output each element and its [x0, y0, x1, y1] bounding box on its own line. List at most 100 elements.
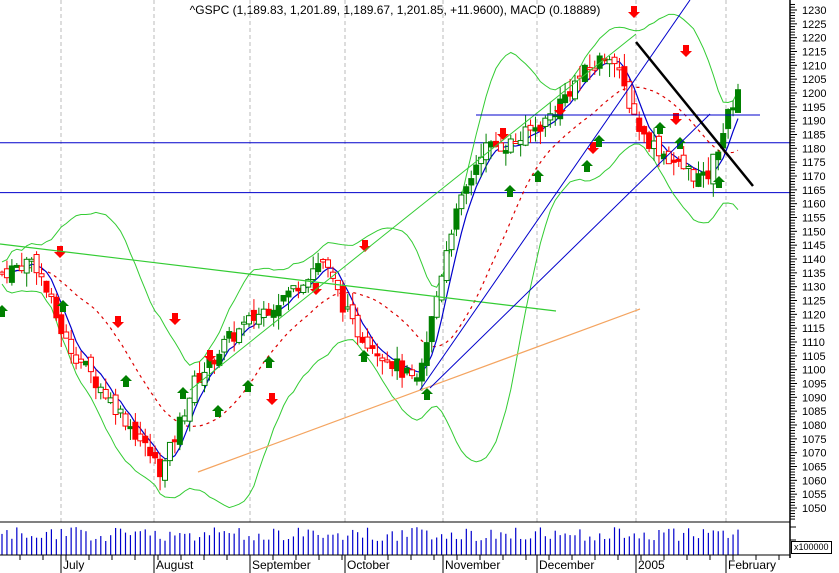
up-candle: [695, 173, 702, 187]
down-candle: [349, 304, 356, 320]
up-candle: [236, 328, 243, 343]
down-candle: [408, 369, 415, 377]
y-tick-label: 1135: [802, 268, 826, 280]
up-candle: [418, 362, 425, 382]
volume-panel: [1, 527, 739, 555]
down-candle: [374, 353, 381, 357]
up-candle: [700, 171, 707, 176]
sell-arrow-icon: [54, 246, 66, 258]
down-candle: [102, 388, 109, 399]
down-candle: [384, 359, 391, 363]
up-candle: [82, 360, 89, 366]
up-candle: [735, 89, 741, 113]
up-candle: [23, 258, 30, 274]
candles: [0, 52, 741, 491]
down-candle: [58, 314, 65, 335]
y-tick-label: 1060: [802, 475, 826, 487]
buy-arrow-icon: [177, 387, 189, 399]
down-candle: [122, 413, 129, 427]
down-candle: [137, 433, 144, 442]
buy-arrow-icon: [713, 176, 725, 188]
chart-title: ^GSPC (1,189.83, 1,201.89, 1,189.67, 1,2…: [189, 3, 601, 17]
up-candle: [255, 313, 262, 325]
down-candle: [621, 66, 628, 87]
buy-arrow-icon: [504, 185, 516, 197]
buy-arrow-icon: [593, 135, 605, 147]
y-tick-label: 1210: [802, 60, 826, 72]
buy-arrow-icon: [212, 405, 224, 417]
x-tick-label: 2005: [638, 558, 665, 572]
up-candle: [468, 178, 475, 186]
sell-arrow-icon: [204, 350, 216, 362]
up-candle: [191, 375, 198, 404]
up-candle: [280, 294, 287, 302]
down-candle: [641, 126, 648, 135]
down-candle: [354, 314, 361, 338]
down-candle: [616, 67, 623, 71]
up-candle: [433, 295, 440, 318]
down-candle: [626, 81, 633, 109]
y-tick-label: 1185: [802, 130, 826, 142]
bollinger-lower: [1, 143, 739, 509]
sell-arrow-icon: [359, 240, 371, 252]
sell-arrow-icon: [670, 113, 682, 125]
up-candle: [404, 367, 411, 374]
y-tick-label: 1220: [802, 33, 826, 45]
y-tick-label: 1225: [802, 19, 826, 31]
green-trendline-down: [0, 243, 557, 312]
down-candle: [636, 117, 643, 132]
up-candle: [710, 153, 717, 185]
up-candle: [571, 80, 578, 100]
up-candle: [285, 290, 292, 298]
y-tick-label: 1050: [802, 503, 826, 515]
up-candle: [517, 140, 524, 145]
orange-support-trendline: [197, 308, 641, 473]
down-candle: [231, 332, 238, 342]
up-candle: [166, 441, 173, 462]
down-candle: [364, 336, 371, 349]
up-candle: [181, 415, 188, 422]
up-candle: [483, 142, 490, 161]
up-candle: [260, 308, 267, 319]
y-tick-label: 1065: [802, 462, 826, 474]
down-candle: [211, 359, 218, 365]
down-candle: [73, 354, 80, 364]
down-candle: [63, 331, 70, 339]
y-tick-label: 1125: [802, 296, 826, 308]
sell-arrow-icon: [497, 128, 509, 140]
up-candle: [507, 138, 514, 153]
buy-arrow-icon: [421, 388, 433, 400]
y-tick-label: 1120: [802, 309, 826, 321]
down-candle: [512, 141, 519, 145]
y-tick-label: 1165: [802, 185, 826, 197]
down-candle: [379, 357, 386, 362]
up-candle: [245, 315, 252, 325]
y-tick-label: 1180: [802, 143, 826, 155]
down-candle: [265, 308, 272, 316]
x-tick-label: October: [347, 558, 390, 572]
y-tick-label: 1200: [802, 88, 826, 100]
up-candle: [162, 460, 169, 481]
up-candle: [463, 186, 470, 194]
up-candle: [542, 117, 549, 127]
down-candle: [48, 293, 55, 298]
vertical-gridlines: [60, 0, 727, 522]
up-candle: [453, 208, 460, 230]
down-candle: [631, 103, 638, 115]
y-tick-label: 1075: [802, 434, 826, 446]
up-candle: [488, 141, 495, 148]
down-candle: [33, 254, 40, 274]
up-candle: [443, 250, 450, 282]
sell-arrow-icon: [554, 104, 566, 116]
down-candle: [320, 259, 327, 263]
up-candle: [8, 265, 15, 283]
up-candle: [241, 321, 248, 325]
x-tick-label: November: [445, 558, 500, 572]
buy-arrow-icon: [0, 305, 8, 317]
sell-arrow-icon: [680, 45, 692, 57]
support-resistance-lines: [0, 142, 790, 194]
down-candle: [611, 56, 618, 65]
x-tick-label: February: [728, 558, 776, 572]
y-tick-label: 1205: [802, 74, 826, 86]
